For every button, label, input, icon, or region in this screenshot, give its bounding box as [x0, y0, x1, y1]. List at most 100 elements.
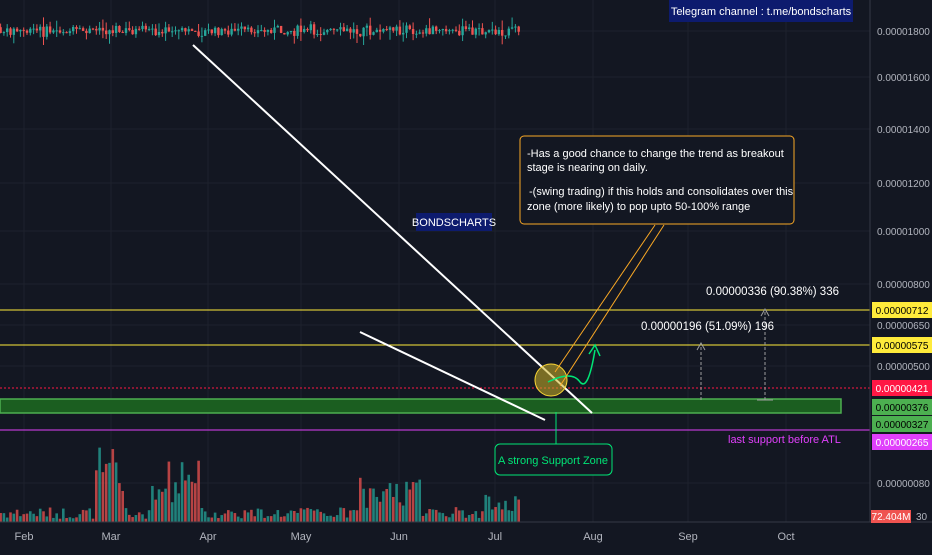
candle-body [279, 25, 283, 33]
candle-body [174, 30, 177, 32]
volume-bar [85, 510, 88, 522]
candle-body [204, 30, 207, 36]
candle-body [464, 26, 468, 30]
candle-body [223, 29, 227, 31]
volume-bar [161, 491, 164, 522]
volume-bar [362, 488, 365, 522]
volume-bar [35, 516, 39, 522]
volume-bar [233, 513, 237, 522]
volume-bar [180, 462, 184, 522]
volume-bar [81, 509, 85, 522]
candle-body [359, 33, 362, 37]
candle-body [405, 25, 408, 33]
volume-bar [269, 516, 273, 522]
candle-body [81, 28, 85, 31]
candle-body [62, 32, 65, 34]
volume-tag-box [871, 510, 911, 523]
volume-bar [283, 516, 286, 522]
volume-bar [42, 511, 45, 522]
candle-body [9, 28, 12, 35]
volume-bar [91, 518, 95, 522]
volume-bar [345, 517, 349, 522]
candle-body [421, 32, 425, 34]
lower-wedge-line[interactable] [359, 331, 546, 421]
candle-body [68, 31, 72, 34]
volume-bar [144, 518, 148, 522]
telegram-box[interactable] [669, 0, 853, 22]
volume-bar [131, 517, 134, 522]
candle-body [217, 27, 220, 36]
volume-bar [395, 483, 398, 522]
volume-bar [329, 515, 332, 522]
volume-bar [388, 483, 392, 522]
candle-body [72, 26, 75, 32]
volume-bar [487, 496, 491, 522]
candle-body [134, 28, 138, 35]
support-label-box [494, 443, 613, 476]
volume-bar [19, 516, 22, 522]
candle-body [382, 28, 385, 32]
volume-bar [154, 499, 157, 522]
volume-bar [98, 447, 101, 522]
volume-bar [481, 511, 484, 522]
volume-bar [184, 480, 187, 522]
candle-body [237, 28, 240, 31]
volume-bar [398, 502, 402, 522]
volume-bar [385, 488, 388, 522]
volume-bar [128, 514, 131, 522]
candle-body [200, 35, 204, 37]
volume-bar [29, 511, 32, 522]
volume-bar [319, 511, 322, 522]
candle-body [418, 32, 421, 34]
candle-body [187, 29, 190, 32]
candle-body [402, 32, 405, 35]
candle-body [378, 29, 382, 32]
volume-bar [45, 516, 49, 522]
y-tick-label: 0.00001200 [877, 179, 930, 190]
candle-body [477, 28, 481, 30]
candle-body [58, 30, 62, 33]
candle-body [326, 29, 329, 33]
volume-bar [194, 483, 197, 522]
volume-bar [68, 517, 72, 522]
candle-body [431, 26, 435, 35]
candle-body [504, 35, 507, 37]
volume-bar [170, 502, 174, 522]
candle-body [270, 29, 273, 33]
volume-bar [296, 512, 299, 522]
volume-bar [401, 505, 405, 522]
volume-bar [326, 515, 329, 522]
candle-body [322, 32, 326, 35]
volume-bar [352, 509, 355, 522]
candle-body [108, 30, 111, 35]
volume-bar [200, 508, 204, 522]
telegram-link[interactable]: Telegram channel : t.me/bondscharts [671, 6, 852, 18]
candle-body [276, 25, 279, 28]
volume-bar [101, 472, 105, 522]
volume-bar [378, 501, 382, 522]
y-tick-label: 0.00001400 [877, 125, 930, 136]
volume-bar [95, 470, 98, 522]
candle-body [332, 28, 336, 30]
time-axis[interactable]: Feb Mar Apr May Jun Jul Aug Sep Oct [15, 531, 795, 543]
volume-bar [114, 462, 118, 522]
volume-bar [438, 512, 441, 522]
candle-body [362, 27, 365, 37]
candle-body [42, 26, 45, 37]
volume-bar [359, 477, 362, 522]
volume-bar [517, 499, 520, 522]
target-label-1: 0.00000336 (90.38%) 336 [706, 286, 839, 298]
x-tick-label: Jun [390, 531, 408, 543]
descending-trendline[interactable] [192, 44, 593, 414]
price-level-tags: 0.00000712 0.00000575 0.00000421 0.00000265… [872, 302, 932, 450]
volume-bar [444, 516, 448, 522]
price-axis[interactable]: 0.00001800 0.00001600 0.00001400 0.00001200… [877, 27, 930, 490]
volume-bar [332, 516, 336, 522]
volume-bar [355, 510, 359, 522]
candle-body [171, 31, 174, 33]
volume-bar [392, 496, 395, 522]
candle-body [124, 28, 128, 33]
volume-bar [22, 514, 25, 522]
